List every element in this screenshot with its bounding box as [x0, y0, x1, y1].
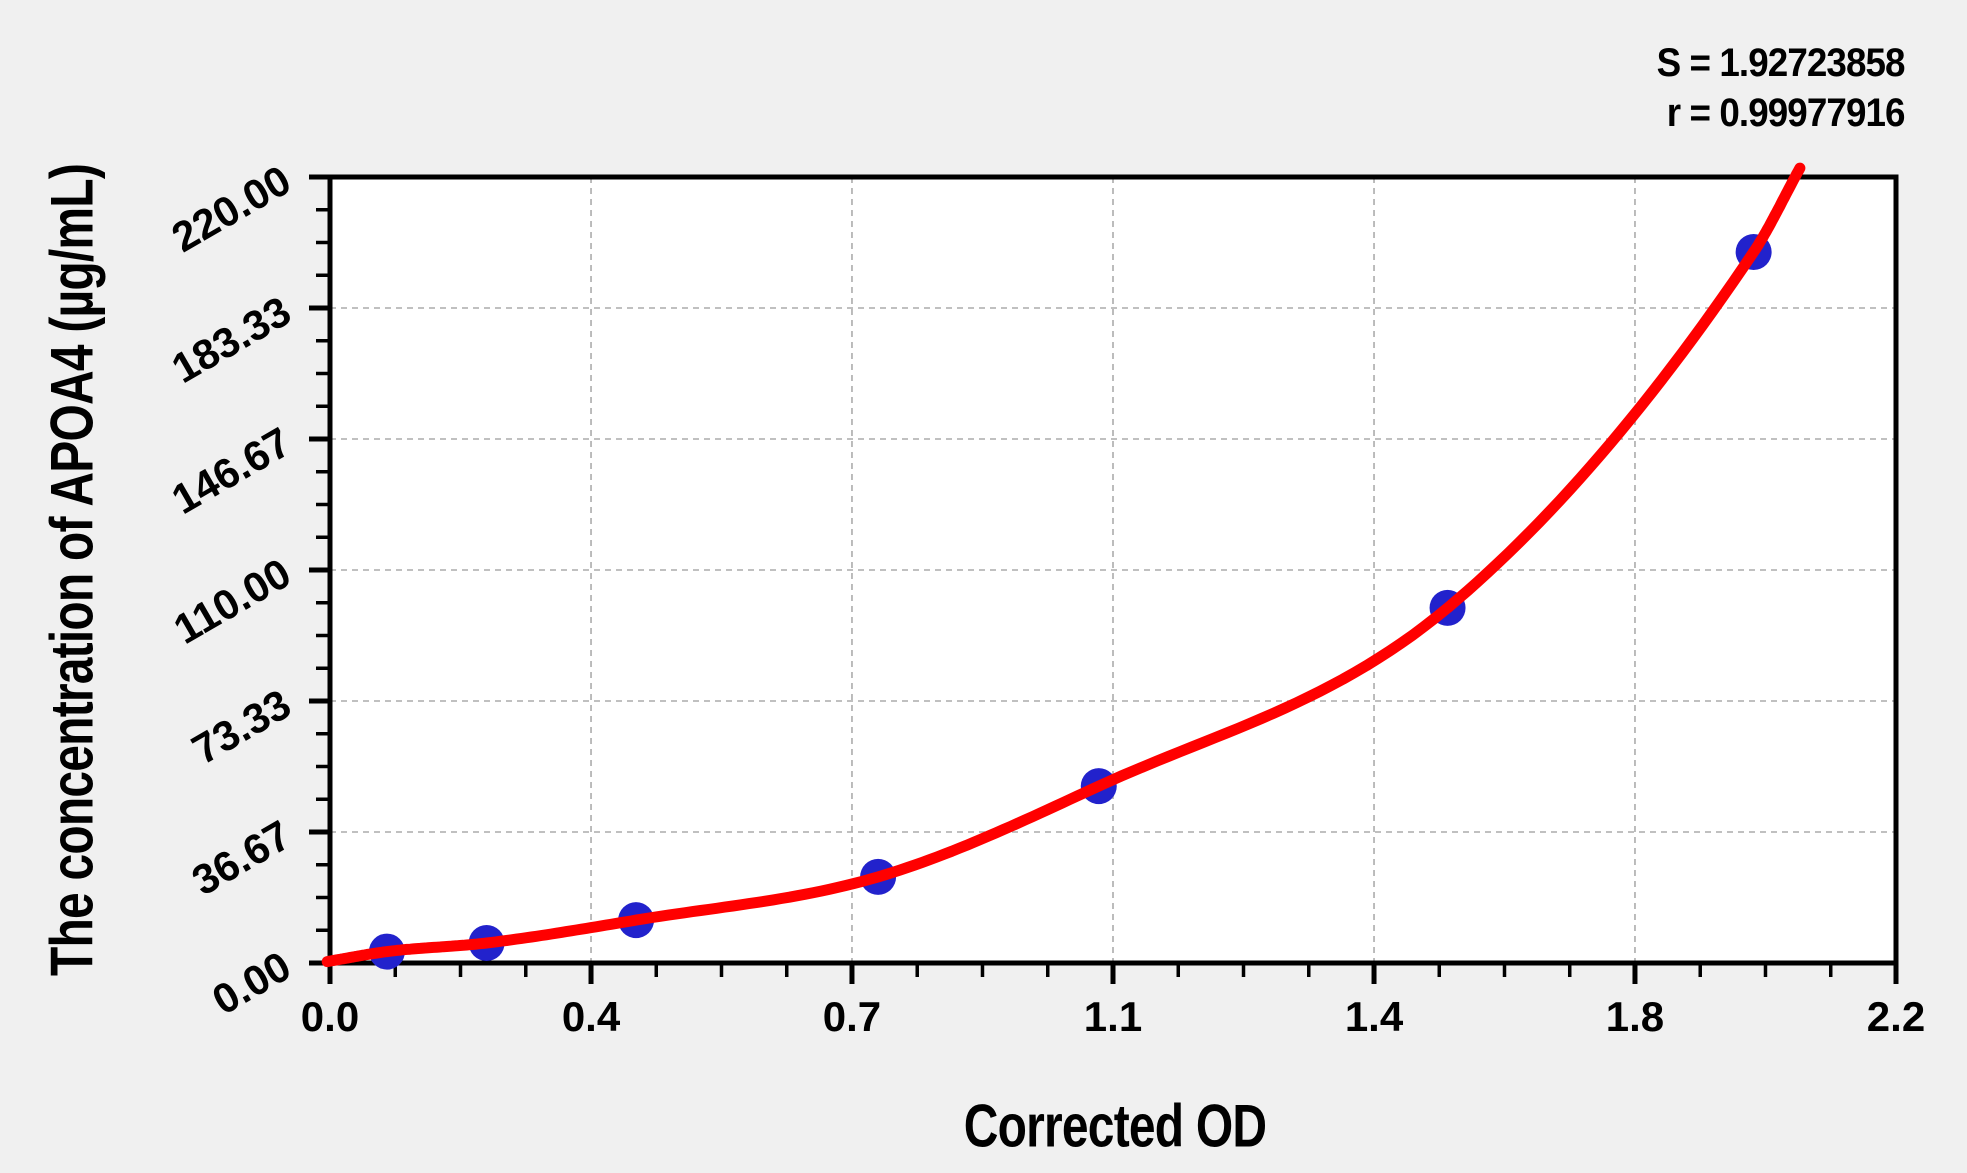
- x-tick-label: 0.4: [562, 993, 621, 1040]
- x-axis-title: Corrected OD: [963, 1092, 1267, 1160]
- y-tick-label: 36.67: [184, 811, 299, 904]
- y-minor-ticks: [316, 208, 330, 932]
- y-tick-label: 110.00: [166, 549, 299, 653]
- horizontal-gridlines: [330, 307, 1896, 833]
- fitted-curve: [321, 162, 1806, 968]
- y-tick-label: 73.33: [184, 680, 299, 773]
- y-tick-label: 183.33: [164, 287, 299, 392]
- x-major-ticks: [327, 963, 1899, 984]
- y-tick-label: 220.00: [164, 156, 299, 261]
- x-tick-label: 1.1: [1084, 993, 1142, 1040]
- x-tick-label: 0.7: [823, 993, 881, 1040]
- y-axis-title: The concentration of APOA4 (µg/mL): [38, 163, 106, 977]
- y-major-ticks: [309, 174, 330, 966]
- fit-slope-label: S = 1.92723858: [1656, 41, 1906, 85]
- y-tick-label: 146.67: [164, 418, 299, 523]
- x-tick-label: 1.8: [1606, 993, 1664, 1040]
- x-tick-label: 1.4: [1345, 993, 1404, 1040]
- x-tick-label: 2.2: [1867, 993, 1925, 1040]
- x-tick-label: 0.0: [301, 993, 359, 1040]
- fit-statistics: S = 1.92723858 r = 0.99977916: [1656, 38, 1906, 138]
- fit-correlation-label: r = 0.99977916: [1667, 91, 1906, 135]
- x-minor-ticks: [393, 963, 1833, 977]
- y-tick-label: 0.00: [204, 942, 298, 1024]
